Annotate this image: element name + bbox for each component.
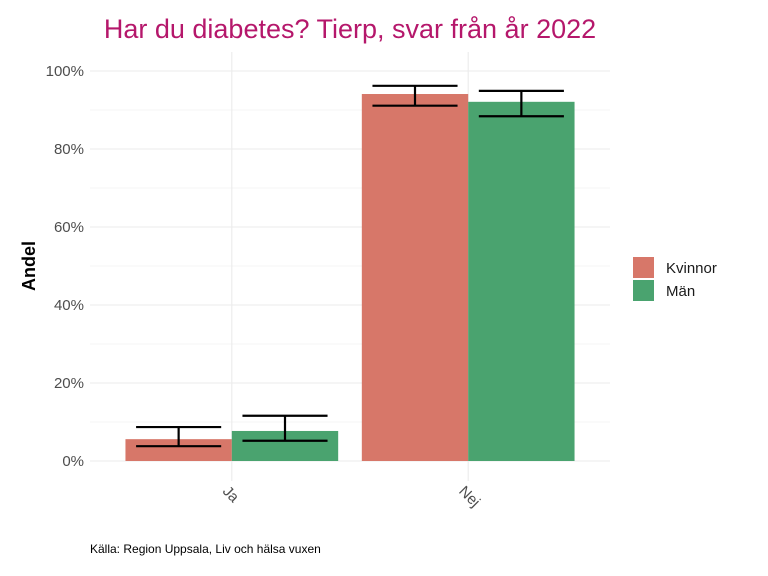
y-axis-label: Andel xyxy=(19,241,39,291)
x-tick-label: Nej xyxy=(455,483,483,511)
legend-label: Män xyxy=(666,283,695,300)
y-tick-label: 80% xyxy=(54,141,84,158)
y-tick-label: 100% xyxy=(46,63,84,80)
error-bar xyxy=(242,414,328,442)
x-axis-ticks: Ja Nej xyxy=(219,483,483,511)
bar xyxy=(125,439,232,461)
bars xyxy=(125,94,575,461)
legend-swatch xyxy=(633,257,654,278)
caption: Källa: Region Uppsala, Liv och hälsa vux… xyxy=(90,542,321,556)
y-axis-ticks: 0% 20% 40% 60% 80% 100% xyxy=(46,63,84,470)
y-tick-label: 40% xyxy=(54,297,84,314)
chart-title: Har du diabetes? Tierp, svar från år 202… xyxy=(104,14,596,44)
error-bar xyxy=(478,89,564,118)
bar xyxy=(361,94,469,461)
legend: Kvinnor Män xyxy=(633,257,717,301)
error-bar xyxy=(372,84,458,107)
error-bar xyxy=(136,425,222,448)
y-tick-label: 60% xyxy=(54,219,84,236)
y-tick-label: 20% xyxy=(54,375,84,392)
x-tick-label: Ja xyxy=(219,483,243,507)
legend-swatch xyxy=(633,280,654,301)
y-tick-label: 0% xyxy=(62,453,84,470)
legend-label: Kvinnor xyxy=(666,260,717,277)
error-bars xyxy=(136,84,564,448)
bar xyxy=(468,101,575,461)
